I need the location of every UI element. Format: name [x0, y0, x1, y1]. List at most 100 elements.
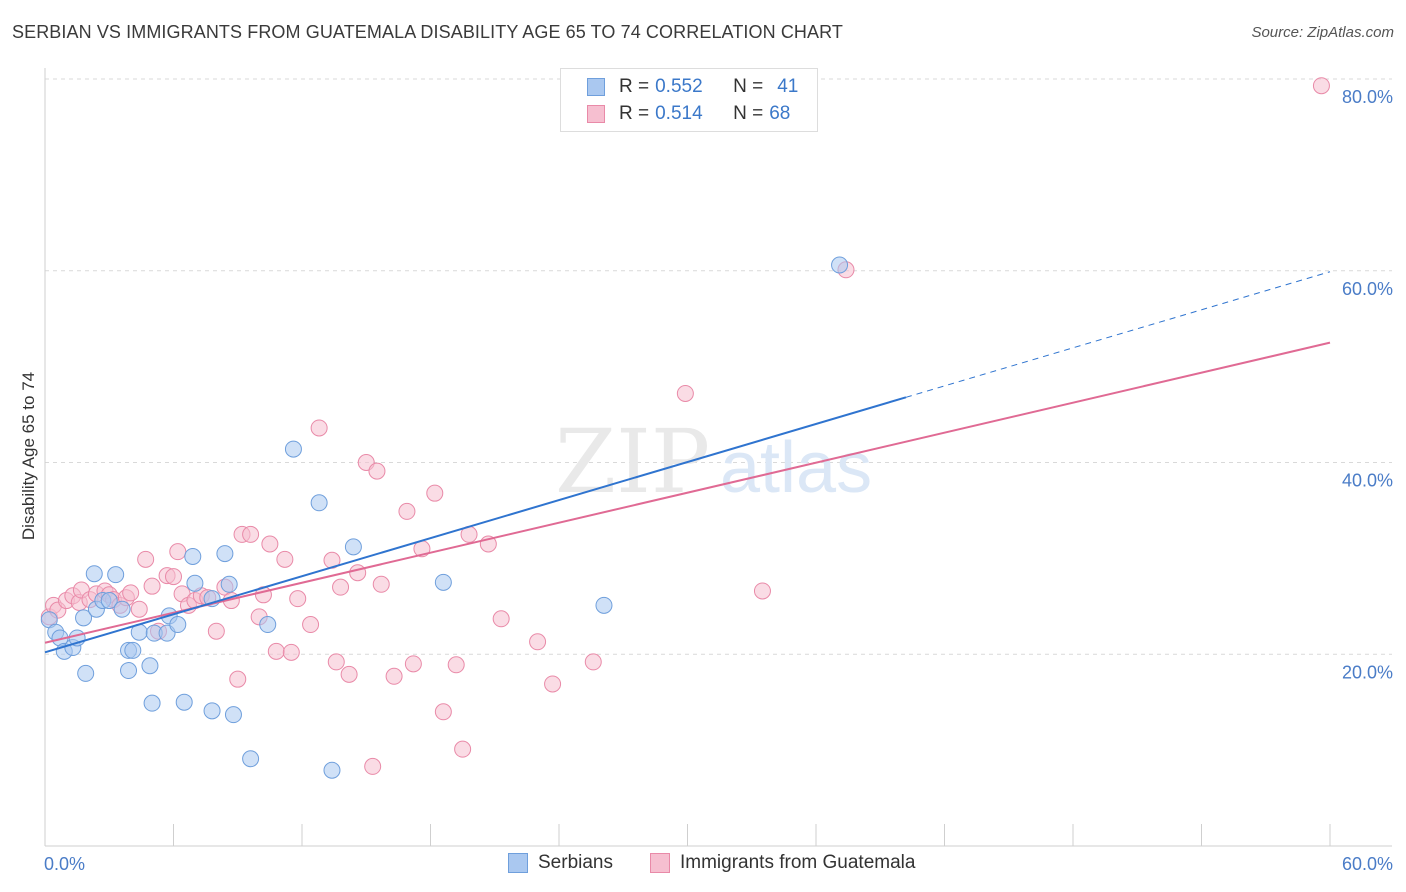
y-tick-label: 80.0% — [1342, 87, 1393, 107]
guatemala-point — [368, 462, 386, 480]
guatemala-point — [404, 655, 422, 673]
serbian-point — [831, 256, 849, 274]
serbian-point — [595, 596, 613, 614]
serbian-point — [77, 664, 95, 682]
chart-title: SERBIAN VS IMMIGRANTS FROM GUATEMALA DIS… — [12, 22, 843, 42]
guatemala-point — [327, 653, 345, 671]
guatemala-point — [454, 740, 472, 758]
guatemala-point — [310, 419, 328, 437]
x-tick-label: 0.0% — [44, 854, 85, 874]
y-tick-label: 60.0% — [1342, 279, 1393, 299]
serbian-point — [310, 494, 328, 512]
guatemala-point — [302, 616, 320, 634]
guatemala-point — [289, 590, 307, 608]
guatemala-point — [143, 577, 161, 595]
legend-r-value: 0.552 — [655, 76, 703, 97]
trend-lines — [44, 271, 1331, 654]
guatemala-point — [169, 543, 187, 561]
grid-lines — [45, 78, 1392, 655]
watermark-zip: ZIP — [555, 410, 710, 513]
legend-r-value: 0.514 — [655, 103, 703, 124]
guatemala-point — [242, 525, 260, 543]
guatemala-point — [261, 535, 279, 553]
guatemala-point — [1312, 77, 1330, 95]
source-label: Source: ZipAtlas.com — [1251, 24, 1394, 41]
y-axis-label: Disability Age 65 to 74 — [19, 372, 38, 540]
legend-n-label: N = — [733, 76, 764, 97]
series-guatemala-points — [40, 77, 1330, 775]
legend-row-serbians: R = 0.552 N = 41 — [587, 75, 798, 99]
guatemala-point — [753, 582, 771, 600]
guatemala-point — [492, 610, 510, 628]
guatemala-trend-line — [44, 341, 1331, 644]
serbian-point — [344, 538, 362, 556]
serbian-point — [124, 641, 142, 659]
guatemala-point — [426, 484, 444, 502]
serbian-point — [120, 662, 138, 680]
serbian-point — [141, 657, 159, 675]
guatemala-point — [385, 667, 403, 685]
legend-guatemala-label: Immigrants from Guatemala — [680, 852, 916, 873]
guatemala-point — [229, 670, 247, 688]
serbian-point — [100, 592, 118, 610]
serbian-point — [85, 565, 103, 583]
serbian-point — [113, 600, 131, 618]
legend-item-serbians: Serbians — [508, 852, 613, 874]
guatemala-point — [276, 550, 294, 568]
guatemala-point — [137, 550, 155, 568]
legend-r-label: R = — [619, 76, 650, 97]
y-tick-label: 40.0% — [1342, 471, 1393, 491]
serbian-trend-extension — [905, 271, 1331, 398]
guatemala-point — [544, 675, 562, 693]
y-tick-labels: 20.0% 40.0% 60.0% 80.0% — [1342, 87, 1393, 682]
guatemala-point — [372, 575, 390, 593]
serbian-point — [323, 761, 341, 779]
guatemala-point — [398, 502, 416, 520]
guatemala-point — [340, 665, 358, 683]
serbian-point — [184, 547, 202, 565]
guatemala-point — [364, 757, 382, 775]
serbian-point — [216, 545, 234, 563]
serbian-point — [203, 702, 221, 720]
guatemala-point — [447, 656, 465, 674]
guatemala-point — [122, 584, 140, 602]
serbians-swatch — [508, 853, 528, 873]
serbian-point — [224, 706, 242, 724]
guatemala-point — [207, 622, 225, 640]
x-tick-label: 60.0% — [1342, 854, 1393, 874]
series-legend: Serbians Immigrants from Guatemala — [0, 852, 1406, 878]
guatemala-point — [130, 600, 148, 618]
legend-n-value: 68 — [769, 103, 791, 124]
y-tick-label: 20.0% — [1342, 662, 1393, 682]
legend-n-label: N = — [733, 103, 764, 124]
guatemala-point — [267, 642, 285, 660]
guatemala-point — [676, 384, 694, 402]
serbian-point — [186, 574, 204, 592]
guatemala-point — [282, 643, 300, 661]
legend-r-label: R = — [619, 103, 650, 124]
serbian-point — [242, 750, 260, 768]
serbian-trend-line — [44, 396, 907, 654]
serbian-point — [143, 694, 161, 712]
guatemala-point — [332, 578, 350, 596]
legend-serbians-label: Serbians — [538, 852, 613, 873]
legend-n-value: 41 — [777, 76, 799, 97]
guatemala-point — [584, 653, 602, 671]
serbian-point — [169, 616, 187, 634]
guatemala-swatch — [650, 853, 670, 873]
guatemala-point — [434, 703, 452, 721]
guatemala-point — [349, 564, 367, 582]
serbian-point — [434, 573, 452, 591]
series-serbian-points — [40, 256, 849, 779]
serbian-point — [175, 693, 193, 711]
serbian-point — [220, 575, 238, 593]
serbian-point — [284, 440, 302, 458]
serbian-point — [107, 566, 125, 584]
guatemala-point — [529, 633, 547, 651]
serbian-point — [259, 616, 277, 634]
serbians-swatch — [587, 78, 605, 96]
axes — [44, 68, 1392, 847]
guatemala-point — [165, 568, 182, 586]
correlation-legend: R = 0.552 N = 41 R = 0.514 N = 68 — [560, 68, 818, 132]
